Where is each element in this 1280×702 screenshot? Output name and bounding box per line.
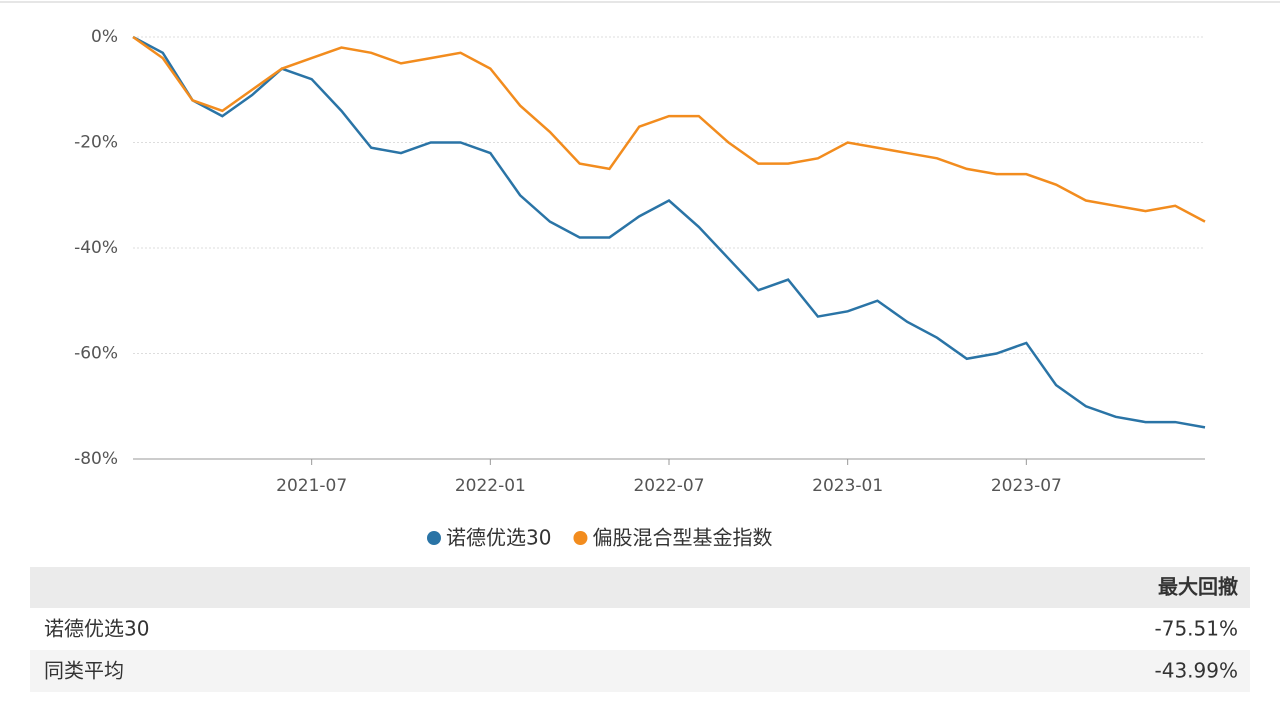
x-tick-label: 2022-01 xyxy=(455,476,526,496)
y-tick-label: -20% xyxy=(74,133,118,153)
y-tick-label: 0% xyxy=(91,27,118,47)
table-cell: -75.51% xyxy=(1155,617,1238,641)
x-tick-label: 2021-07 xyxy=(276,476,347,496)
legend-label: 偏股混合型基金指数 xyxy=(592,526,772,550)
legend: 诺德优选30 偏股混合型基金指数 xyxy=(427,526,772,550)
x-tick-label: 2023-07 xyxy=(991,476,1062,496)
y-tick-label: -60% xyxy=(74,344,118,364)
line-series xyxy=(132,35,1206,429)
y-tick-label: -40% xyxy=(74,238,118,258)
table-cell: -43.99% xyxy=(1155,659,1238,683)
x-tick-label: 2023-01 xyxy=(812,476,883,496)
table-cell: 同类平均 xyxy=(44,659,124,683)
legend-label: 诺德优选30 xyxy=(446,526,551,550)
table-row-bg xyxy=(30,608,1250,650)
table-cell: 诺德优选30 xyxy=(44,617,149,641)
line-series xyxy=(132,35,1206,223)
table-header: 最大回撤 xyxy=(1158,575,1238,599)
table-header-bg xyxy=(30,567,1250,608)
legend-marker xyxy=(573,531,588,545)
y-tick-label: -80% xyxy=(74,449,118,469)
legend-marker xyxy=(427,531,441,545)
table-row-bg xyxy=(30,650,1250,692)
x-tick-label: 2022-07 xyxy=(633,476,704,496)
